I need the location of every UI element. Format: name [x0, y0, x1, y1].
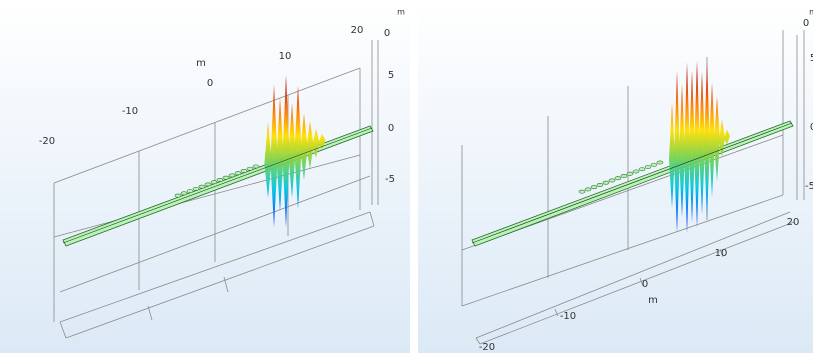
z-unit: m [809, 8, 813, 17]
element-marker [596, 183, 604, 187]
element-marker [192, 186, 200, 191]
element-marker [198, 184, 206, 189]
element-marker [602, 180, 610, 185]
surface-spike [270, 84, 278, 228]
surface-spike [694, 60, 700, 228]
surface-spike [276, 97, 284, 212]
surface-spike [669, 103, 675, 208]
surface-spike [312, 129, 320, 158]
surface-spike [684, 62, 690, 234]
x-unit: m [648, 295, 658, 306]
element-marker [174, 193, 182, 198]
element-marker [638, 167, 646, 172]
surface-spike [282, 75, 290, 228]
z-tick-label: 0 [388, 123, 394, 134]
surface-spike [679, 84, 685, 218]
surface-spike [318, 133, 326, 150]
element-marker [578, 189, 586, 194]
surface-spike [724, 129, 730, 145]
element-marker [228, 173, 236, 178]
element-marker [186, 189, 194, 193]
element-marker [644, 165, 652, 169]
element-marker [590, 185, 598, 190]
z-tick-label: 5 [388, 70, 394, 81]
z-tick-label: 0 [810, 122, 813, 133]
x-tick-label: -10 [560, 311, 576, 322]
element-marker [614, 176, 622, 181]
surface-spike [674, 71, 680, 233]
element-marker [210, 180, 218, 185]
x-tick-label: 0 [642, 279, 648, 290]
x-tick-label: 20 [787, 217, 800, 228]
element-marker [584, 187, 592, 192]
x-tick-label: 0 [207, 78, 213, 89]
element-marker [620, 174, 628, 178]
x-unit: m [196, 58, 206, 69]
element-marker [180, 191, 188, 196]
surface-spike [714, 96, 720, 182]
surface-spike [689, 70, 695, 223]
surface-spike [294, 85, 302, 210]
element-marker [240, 169, 248, 173]
element-marker [252, 164, 260, 169]
z-unit: m [397, 8, 405, 17]
element-marker [632, 169, 640, 174]
x-tick-label: 10 [279, 51, 292, 62]
element-marker [246, 166, 254, 171]
surface-spike [699, 71, 705, 215]
x-tick-label: 20 [351, 25, 364, 36]
element-marker [656, 160, 664, 165]
surface-spike [704, 62, 710, 219]
surface-spike [709, 83, 715, 198]
x-tick-label: 10 [715, 248, 728, 259]
x-tick-label: -20 [39, 136, 55, 147]
surface-spike [300, 113, 308, 181]
element-marker [222, 175, 230, 180]
z-tick-label: -5 [385, 174, 395, 185]
element-marker [650, 162, 658, 167]
surface-spike [264, 122, 272, 198]
right-plot: m -20 -10 0 10 20 m 0 5 0 -5 [461, 8, 813, 353]
surface-spike [719, 119, 725, 158]
element-marker [204, 182, 212, 187]
right-view [418, 0, 813, 353]
element-marker [216, 178, 224, 182]
z-tick-label: 0 [803, 18, 809, 29]
x-tick-label: -10 [122, 106, 138, 117]
left-plot: m -20 -10 0 10 20 m 0 5 0 -5 [39, 8, 405, 339]
z-tick-label: 0 [384, 28, 390, 39]
element-marker [608, 178, 616, 183]
x-tick-label: -20 [479, 342, 495, 353]
left-view [0, 0, 410, 353]
z-tick-label: 5 [810, 53, 813, 64]
z-tick-label: -5 [805, 181, 813, 192]
surface-spike [306, 121, 314, 169]
element-marker [234, 171, 242, 176]
element-marker [626, 171, 634, 176]
surface-spike [288, 103, 296, 199]
